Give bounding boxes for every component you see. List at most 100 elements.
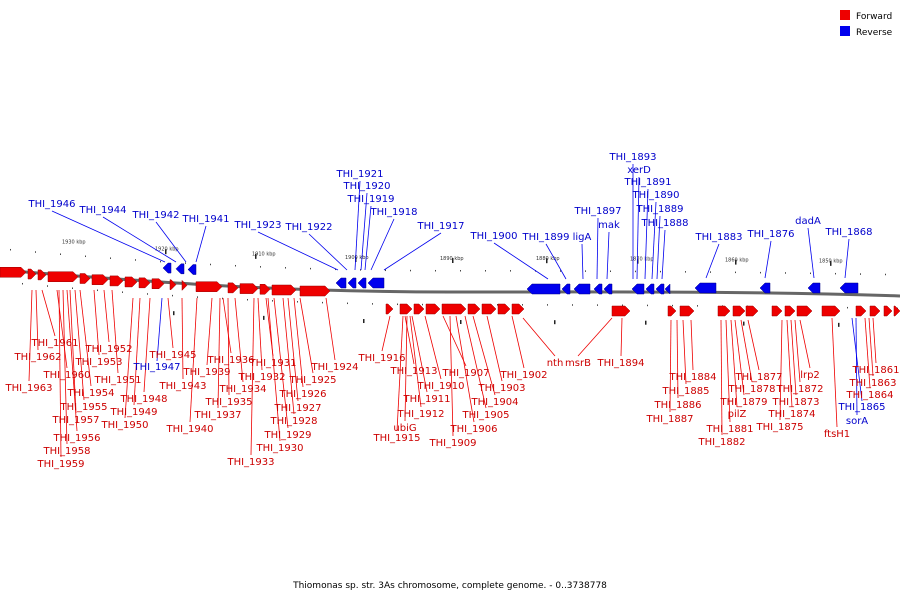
reverse-leader-line <box>651 201 657 280</box>
reverse-gene-label: THI_1923 <box>233 220 281 231</box>
scale-major-tick <box>546 258 548 264</box>
forward-gene-label: THI_1903 <box>477 383 525 394</box>
forward-leader-line <box>725 319 731 423</box>
forward-gene-feature <box>481 303 497 315</box>
forward-gene-label: THI_1874 <box>767 409 815 420</box>
forward-gene-label: THI_1879 <box>719 397 767 408</box>
forward-leader-line <box>690 319 694 371</box>
scale-dot <box>135 259 136 261</box>
forward-gene-feature <box>679 305 695 317</box>
forward-leader-line <box>79 289 92 387</box>
forward-gene-label: THI_1910 <box>416 381 464 392</box>
forward-gene-feature <box>195 281 223 292</box>
forward-gene-label: THI_1904 <box>470 397 518 408</box>
reverse-gene-feature <box>694 282 717 294</box>
reverse-gene-label: THI_1918 <box>369 207 417 218</box>
forward-gene-label: THI_1927 <box>273 403 321 414</box>
kbp-label: 1920 kbp <box>155 247 179 253</box>
scale-dot <box>285 267 286 269</box>
forward-leader-line <box>409 315 422 408</box>
forward-gene-label: THI_1873 <box>771 397 819 408</box>
forward-gene-feature <box>0 267 27 278</box>
forward-gene-label: THI_1926 <box>278 389 326 400</box>
forward-leader-line <box>56 289 68 369</box>
reverse-gene-feature <box>561 283 571 295</box>
reverse-gene-label: THI_1876 <box>746 229 794 240</box>
forward-leader-line <box>124 297 134 419</box>
forward-leader-line <box>669 319 672 413</box>
scale-major-tick <box>173 311 175 316</box>
forward-gene-feature <box>47 271 79 282</box>
forward-gene-feature <box>855 305 867 317</box>
scale-dot <box>497 304 498 306</box>
scale-dot <box>585 270 586 272</box>
forward-gene-label: THI_1962 <box>13 352 61 363</box>
reverse-leader-line <box>855 317 858 416</box>
forward-gene-label: THI_1951 <box>93 375 141 386</box>
forward-gene-label: THI_1932 <box>237 372 285 383</box>
scale-major-tick <box>830 260 832 266</box>
reverse-leader-line <box>370 218 395 271</box>
reverse-gene-feature <box>367 277 385 289</box>
reverse-gene-label: dadA <box>795 216 821 227</box>
forward-leader-line <box>293 297 304 388</box>
scale-major-tick <box>637 258 639 264</box>
scale-dot <box>185 262 186 264</box>
forward-gene-label: THI_1886 <box>653 400 701 411</box>
forward-gene-label: THI_1915 <box>372 433 420 444</box>
reverse-gene-feature <box>526 283 561 295</box>
forward-leader-line <box>472 315 496 396</box>
reverse-leader-line <box>596 217 599 280</box>
kbp-scale-labels: 1930 kbp 1920 kbp 1910 kbp 1900 kbp 1890 kbp… <box>62 240 843 265</box>
forward-gene-label: THI_1956 <box>52 433 100 444</box>
scale-dot <box>97 289 98 292</box>
kbp-label: 1860 kbp <box>725 257 749 263</box>
forward-leader-line <box>41 289 56 337</box>
scale-dot <box>647 304 648 307</box>
forward-gene-label: THI_1928 <box>269 416 317 427</box>
reverse-gene-label: THI_1868 <box>824 227 872 238</box>
scale-dot <box>835 272 836 275</box>
forward-leader-line <box>267 297 281 442</box>
scale-dot <box>847 306 848 309</box>
forward-gene-label: THI_1911 <box>402 394 450 405</box>
reverse-gene-label: THI_1889 <box>635 204 683 215</box>
forward-gene-label: THI_1912 <box>396 409 444 420</box>
forward-leader-line <box>381 315 391 352</box>
forward-leader-line <box>222 297 232 354</box>
forward-gene-label: THI_1878 <box>727 384 775 395</box>
reverse-gene-feature <box>645 283 655 295</box>
scale-dot <box>635 270 636 273</box>
reverse-leader-line <box>644 188 649 280</box>
forward-leader-line <box>740 319 753 383</box>
forward-gene-feature <box>467 303 481 315</box>
reverse-gene-feature <box>357 277 367 289</box>
reverse-leader-line <box>606 231 610 280</box>
forward-leader-line <box>181 297 184 380</box>
forward-leader-line <box>868 317 874 377</box>
reverse-leader-line <box>102 216 177 263</box>
scale-dot <box>35 251 36 253</box>
forward-gene-feature <box>497 303 511 315</box>
forward-leader-line <box>273 297 289 429</box>
reverse-leader-line <box>308 233 348 271</box>
forward-leader-line <box>133 297 141 406</box>
forward-gene-feature <box>169 279 177 290</box>
forward-gene-label: THI_1960 <box>42 370 90 381</box>
scale-dot <box>210 263 211 266</box>
forward-gene-feature <box>138 277 151 289</box>
reverse-leader-line <box>661 229 666 280</box>
forward-leader-line <box>831 317 838 428</box>
reverse-gene-label: THI_1888 <box>640 218 688 229</box>
scale-dot <box>622 304 623 307</box>
forward-gene-label: THI_1949 <box>109 407 157 418</box>
scale-dot <box>422 303 423 306</box>
forward-gene-label: THI_1935 <box>204 397 252 408</box>
reverse-leader-line <box>360 192 368 271</box>
forward-leader-line <box>799 319 811 369</box>
scale-dot <box>860 273 861 275</box>
forward-gene-label: THI_1909 <box>428 438 476 449</box>
forward-gene-feature <box>771 305 783 317</box>
forward-leader-line <box>167 297 174 349</box>
forward-gene-label: THI_1881 <box>705 424 753 435</box>
